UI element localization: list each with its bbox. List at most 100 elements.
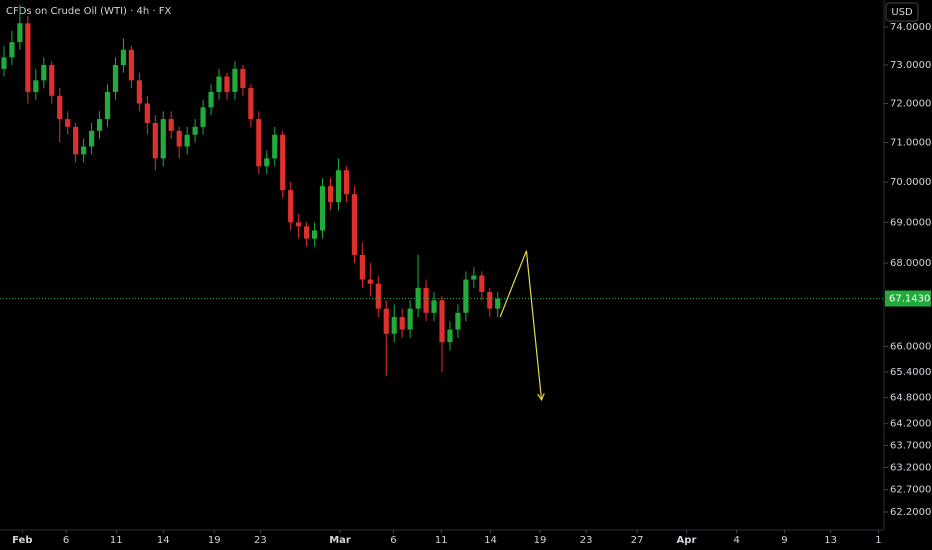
projection-arrowhead <box>537 393 545 402</box>
candle-body <box>280 134 286 191</box>
x-tick-label: 4 <box>733 535 739 546</box>
candle-body <box>288 190 294 223</box>
candle-body <box>327 186 334 203</box>
candle-body <box>232 68 238 92</box>
candle-body <box>471 275 477 280</box>
x-tick-label: 23 <box>254 535 267 546</box>
candle-body <box>65 119 71 127</box>
candle-body <box>343 170 350 195</box>
candle-body <box>264 158 270 167</box>
y-tick-label: 68.0000 <box>890 258 931 269</box>
candle-body <box>463 279 469 313</box>
candle-body <box>41 65 47 81</box>
candle-body <box>272 134 278 159</box>
x-tick-label: 14 <box>157 535 170 546</box>
candle-body <box>479 275 485 292</box>
candle-body <box>256 119 262 167</box>
projection-path <box>499 250 543 400</box>
y-tick-label: 65.4000 <box>890 367 931 378</box>
candle-body <box>25 23 31 92</box>
candle-body <box>240 68 246 89</box>
y-tick-label: 69.0000 <box>890 217 931 228</box>
x-tick-label: 13 <box>824 535 837 546</box>
candle-body <box>351 194 357 255</box>
chart-title: CFDs on Crude Oil (WTI) · 4h · FX <box>6 6 171 17</box>
candle-body <box>57 95 63 120</box>
candle-body <box>304 226 310 239</box>
candle-body <box>96 119 103 131</box>
candle-body <box>120 49 127 66</box>
currency-label[interactable]: USD <box>891 7 913 18</box>
candle-body <box>208 91 214 108</box>
candle-body <box>431 300 437 313</box>
candle-body <box>248 88 254 120</box>
candle-body <box>319 186 326 231</box>
candle-body <box>455 312 461 330</box>
x-tick-label: 11 <box>110 535 123 546</box>
candle-body <box>375 283 381 309</box>
candle-body <box>33 80 39 92</box>
candle-body <box>216 76 222 92</box>
candle-body <box>359 254 365 280</box>
x-tick-label: 19 <box>208 535 221 546</box>
candle-body <box>9 42 15 58</box>
x-tick-label: 27 <box>631 535 644 546</box>
y-tick-label: 63.2000 <box>890 462 931 473</box>
y-tick-label: 64.8000 <box>890 393 931 404</box>
candle-body <box>49 65 55 96</box>
y-tick-label: 64.2000 <box>890 419 931 430</box>
y-tick-label: 63.7000 <box>890 440 931 451</box>
candle-body <box>136 80 142 104</box>
x-tick-label: 9 <box>781 535 787 546</box>
candle-body <box>335 170 342 203</box>
candle-body <box>439 300 445 343</box>
candle-body <box>415 287 421 309</box>
y-tick-label: 73.0000 <box>890 60 931 71</box>
x-tick-label: 6 <box>390 535 396 546</box>
candle-body <box>311 230 318 239</box>
currency-button[interactable] <box>885 2 919 22</box>
candle-body <box>200 107 206 127</box>
y-tick-label: 62.2000 <box>890 507 931 518</box>
candle-body <box>160 119 166 159</box>
candle-body <box>112 65 119 92</box>
candle-body <box>1 57 7 69</box>
y-tick-label: 72.0000 <box>890 99 931 110</box>
x-tick-label: Apr <box>677 535 697 546</box>
y-tick-label: 74.0000 <box>890 22 931 33</box>
last-price-box <box>885 290 931 307</box>
x-tick-label: 1 <box>875 535 881 546</box>
candle-body <box>152 122 158 159</box>
candle-body <box>296 222 302 227</box>
candle-body <box>17 23 23 43</box>
candle-body <box>391 316 397 334</box>
x-tick-label: 14 <box>484 535 497 546</box>
candle-body <box>104 91 111 120</box>
candle-body <box>128 49 134 81</box>
candle-body <box>144 103 150 123</box>
candle-body <box>367 279 373 284</box>
candle-body <box>192 126 198 135</box>
candle-body <box>168 119 174 131</box>
x-tick-label: 11 <box>435 535 448 546</box>
y-tick-label: 71.0000 <box>890 138 931 149</box>
x-tick-label: Mar <box>329 535 351 546</box>
candle-body <box>184 134 190 147</box>
candle-body <box>81 146 87 155</box>
candle-body <box>73 126 79 155</box>
candle-body <box>224 76 230 92</box>
y-tick-label: 70.0000 <box>890 177 931 188</box>
y-tick-label: 62.7000 <box>890 485 931 496</box>
x-tick-label: Feb <box>12 535 32 546</box>
candle-body <box>487 291 493 309</box>
y-tick-label: 66.0000 <box>890 341 931 352</box>
candle-body <box>407 308 413 330</box>
last-price-label: 67.1430 <box>889 294 930 305</box>
candle-body <box>423 287 429 313</box>
candle-body <box>447 329 453 343</box>
x-tick-label: 6 <box>63 535 69 546</box>
candle-body <box>383 308 389 334</box>
candle-body <box>399 316 405 330</box>
